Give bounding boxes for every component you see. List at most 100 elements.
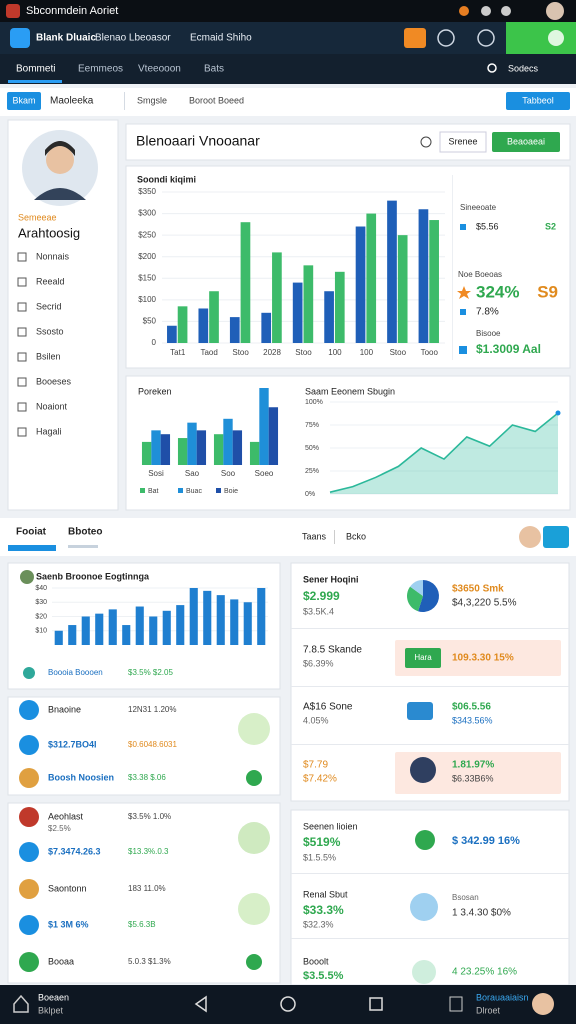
home-button	[280, 996, 296, 1012]
card-icon	[20, 570, 34, 584]
account-menu[interactable]: Sodecs	[508, 63, 539, 73]
app-icon	[6, 4, 20, 18]
back-button[interactable]	[194, 995, 207, 1013]
row-name: $312.7BO4I	[48, 739, 97, 749]
menu-item[interactable]: Noaiont	[36, 401, 68, 411]
bottom-bar	[0, 985, 576, 1024]
nav-tab[interactable]: Bommeti	[16, 64, 55, 75]
row-value: 4 23.25% 16%	[452, 967, 517, 978]
tab-bar	[0, 54, 576, 84]
bar	[149, 616, 158, 645]
search-field[interactable]: Boroot Boeed	[189, 95, 244, 105]
bar	[177, 306, 188, 343]
x-tick-label: Taod	[200, 348, 217, 357]
bar	[160, 434, 171, 465]
section-tab[interactable]: Bboteo	[68, 527, 102, 538]
bar	[257, 588, 266, 645]
row-sub: 4.05%	[303, 715, 329, 725]
bar	[203, 590, 212, 645]
y-tick-label: $100	[138, 295, 156, 304]
menu-item[interactable]: Nonnais	[36, 251, 70, 261]
card-title: Saenb Broonoe Eogtinnga	[36, 571, 150, 581]
menu-icon	[17, 277, 27, 287]
bar	[387, 200, 397, 343]
bar	[397, 235, 408, 343]
bar	[135, 606, 144, 645]
bar	[209, 291, 219, 343]
header-link[interactable]: Ecmaid Shiho	[190, 33, 252, 44]
logo	[10, 28, 30, 48]
nav-tab[interactable]: Eemmeos	[78, 64, 123, 75]
y-tick-label: 50%	[305, 445, 319, 452]
bottom-sub: Bklpet	[38, 1005, 64, 1015]
y-tick-label: $50	[143, 317, 157, 326]
menu-item[interactable]: Ssosto	[36, 326, 64, 336]
primary-button[interactable]	[492, 132, 560, 152]
header-action[interactable]	[506, 22, 576, 54]
row-name: Saontonn	[48, 883, 87, 893]
menu-icon	[17, 327, 27, 337]
row-name: $1 3M 6%	[48, 919, 89, 929]
bar	[141, 441, 152, 465]
row-avatar	[19, 807, 39, 827]
nav-tab[interactable]: Bats	[204, 64, 224, 75]
row-name: Booaa	[48, 956, 74, 966]
bar	[54, 630, 63, 645]
y-tick-label: $200	[138, 252, 156, 261]
header-button[interactable]	[404, 28, 426, 48]
menu-item[interactable]: Bsilen	[36, 351, 61, 361]
x-tick-label: Soeo	[255, 469, 274, 478]
menu-item[interactable]: Reeald	[36, 276, 65, 286]
row-avatar	[19, 879, 39, 899]
stat-big-value: 324%	[476, 282, 519, 301]
header-menu[interactable]: Blenao Lbeoasor	[95, 33, 171, 44]
row-value: $13.3%.0.3	[128, 847, 169, 856]
footer-value: $3.5% $2.05	[128, 668, 173, 677]
menu-item[interactable]: Hagali	[36, 426, 62, 436]
nav-tab[interactable]: Vteeooon	[138, 64, 181, 75]
secondary-button[interactable]	[439, 131, 487, 153]
row-avatar	[19, 915, 39, 935]
y-tick-label: 0%	[305, 491, 315, 498]
bar	[230, 599, 239, 645]
select[interactable]: Smgsle	[137, 95, 167, 105]
card	[7, 802, 281, 984]
row-avatar	[19, 768, 39, 788]
refresh-icon	[420, 136, 432, 148]
x-tick-label: 100	[360, 348, 374, 357]
badge[interactable]	[405, 648, 441, 668]
avatar-face	[46, 146, 74, 174]
bottom-avatar	[532, 993, 554, 1015]
menu-item[interactable]: Booeses	[36, 376, 72, 386]
bar	[216, 595, 225, 645]
bar	[261, 312, 272, 343]
button-label: Tabbeol	[522, 95, 554, 105]
select[interactable]: Maoleeka	[50, 96, 94, 107]
bar	[177, 438, 188, 465]
toolbar-button[interactable]	[7, 92, 41, 110]
divider	[334, 530, 335, 544]
row-icon	[410, 893, 438, 921]
y-tick-label: $250	[138, 230, 156, 239]
menu-icon	[17, 377, 27, 387]
card-icon	[23, 667, 35, 679]
divider	[291, 744, 569, 745]
filter[interactable]: Bcko	[346, 531, 366, 541]
legend-swatch	[178, 488, 183, 493]
stat-value: 7.8%	[476, 307, 499, 318]
menu-item[interactable]: Secrid	[36, 301, 62, 311]
y-tick-label: $20	[35, 613, 47, 620]
stat-change: S9	[537, 282, 558, 301]
toolbar-action[interactable]	[506, 92, 570, 110]
recents-button[interactable]	[369, 997, 383, 1011]
bar	[167, 325, 177, 343]
section-tab[interactable]: Fooiat	[16, 527, 47, 538]
bar	[151, 430, 161, 465]
row-name: Renal Sbut	[303, 889, 348, 899]
row-avatar	[410, 757, 436, 783]
x-tick-label: Stoo	[232, 348, 249, 357]
row-name: $7.3474.26.3	[48, 846, 101, 856]
filter[interactable]: Taans	[302, 531, 327, 541]
shield-button[interactable]	[543, 526, 569, 548]
x-tick-label: 100	[328, 348, 342, 357]
